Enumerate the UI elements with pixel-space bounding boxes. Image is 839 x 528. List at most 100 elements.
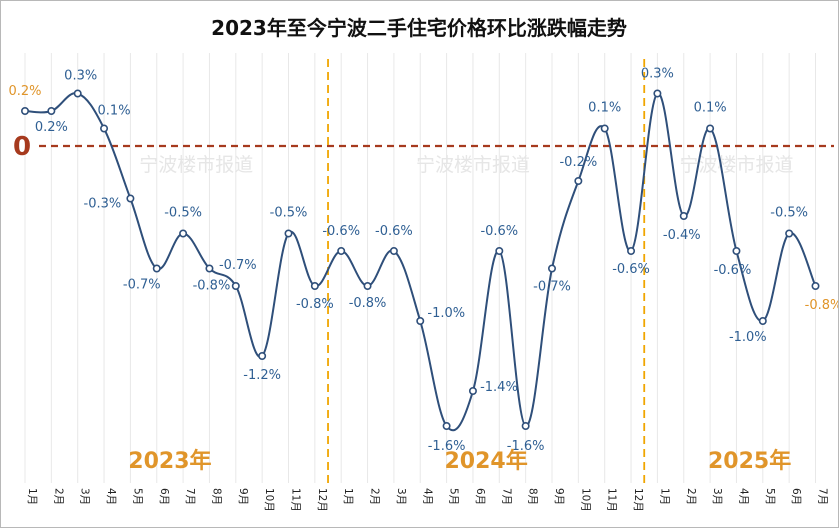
watermark-text: 宁波楼市报道 — [139, 154, 253, 176]
x-tick-label: 4月 — [421, 488, 433, 505]
x-tick-label: 1月 — [658, 488, 670, 505]
data-point — [284, 229, 293, 238]
data-label: -0.6% — [714, 263, 752, 278]
x-tick-label: 7月 — [184, 488, 196, 505]
data-label: -0.8% — [296, 297, 334, 312]
year-label: 2024年 — [445, 448, 528, 474]
x-tick-label: 7月 — [500, 488, 512, 505]
x-tick-label: 11月 — [290, 488, 302, 512]
x-tick-label: 5月 — [131, 488, 143, 505]
x-tick-label: 9月 — [237, 488, 249, 505]
x-tick-label: 3月 — [395, 488, 407, 505]
data-point — [258, 351, 267, 360]
data-label: -0.4% — [663, 228, 701, 243]
x-tick-label: 1月 — [26, 488, 38, 505]
x-tick-label: 10月 — [579, 488, 591, 512]
data-point — [126, 194, 135, 203]
data-label: -0.5% — [164, 206, 202, 221]
data-point — [521, 421, 530, 430]
x-tick-label: 5月 — [764, 488, 776, 505]
data-label: -0.8% — [805, 298, 838, 313]
x-tick-label: 7月 — [817, 488, 829, 505]
data-label: -0.2% — [559, 155, 597, 170]
data-point — [310, 281, 319, 290]
data-point — [495, 247, 504, 256]
data-label: -1.6% — [507, 439, 545, 454]
data-label: -0.7% — [123, 278, 161, 293]
data-label: 0.3% — [641, 67, 674, 82]
x-tick-label: 4月 — [105, 488, 117, 505]
data-point — [600, 124, 609, 133]
x-tick-label: 9月 — [553, 488, 565, 505]
data-label: 0.2% — [35, 120, 68, 135]
data-label: -1.4% — [480, 380, 518, 395]
data-point — [416, 316, 425, 325]
x-tick-label: 5月 — [448, 488, 460, 505]
data-label: -0.6% — [322, 224, 360, 239]
x-tick-label: 2月 — [685, 488, 697, 505]
watermark-text: 宁波楼市报道 — [416, 154, 530, 176]
x-tick-label: 8月 — [210, 488, 222, 505]
data-point — [758, 316, 767, 325]
data-label: -0.7% — [533, 280, 571, 295]
data-point — [442, 421, 451, 430]
data-label: -0.8% — [349, 296, 387, 311]
data-point — [574, 177, 583, 186]
data-point — [337, 247, 346, 256]
x-tick-label: 6月 — [474, 488, 486, 505]
data-point — [100, 124, 109, 133]
data-label: -0.5% — [770, 206, 808, 221]
data-point — [73, 89, 82, 98]
data-point — [547, 264, 556, 273]
data-point — [363, 281, 372, 290]
data-point — [732, 247, 741, 256]
data-label: -1.6% — [428, 439, 466, 454]
year-label: 2023年 — [128, 448, 211, 474]
data-point — [653, 89, 662, 98]
data-label: -0.8% — [193, 279, 231, 294]
data-point — [679, 212, 688, 221]
x-tick-label: 11月 — [606, 488, 618, 512]
data-label: -0.7% — [219, 258, 257, 273]
x-tick-label: 2月 — [52, 488, 64, 505]
x-tick-label: 3月 — [711, 488, 723, 505]
data-label: -1.0% — [427, 306, 465, 321]
data-point — [47, 107, 56, 116]
x-tick-label: 12月 — [316, 488, 328, 512]
year-label: 2025年 — [708, 448, 791, 474]
data-point — [152, 264, 161, 273]
x-tick-label: 2月 — [369, 488, 381, 505]
data-label: -0.3% — [84, 197, 122, 212]
data-point — [706, 124, 715, 133]
data-label: 0.1% — [588, 101, 621, 116]
data-label: -1.0% — [729, 330, 767, 345]
data-point — [179, 229, 188, 238]
data-label: -1.2% — [243, 368, 281, 383]
data-point — [811, 281, 820, 290]
data-point — [389, 247, 398, 256]
x-tick-label: 8月 — [527, 488, 539, 505]
data-point — [205, 264, 214, 273]
x-tick-label: 10月 — [263, 488, 275, 512]
data-point — [468, 386, 477, 395]
chart-title: 2023年至今宁波二手住宅价格环比涨跌幅走势 — [211, 16, 627, 40]
data-label: 0.1% — [694, 101, 727, 116]
x-tick-label: 3月 — [79, 488, 91, 505]
x-tick-label: 4月 — [737, 488, 749, 505]
watermark-text: 宁波楼市报道 — [679, 154, 793, 176]
data-point — [20, 107, 29, 116]
x-tick-label: 12月 — [632, 488, 644, 512]
data-point — [231, 281, 240, 290]
data-label: -0.5% — [270, 206, 308, 221]
data-label: -0.6% — [480, 224, 518, 239]
data-label: 0.2% — [8, 84, 41, 99]
data-label: -0.6% — [612, 262, 650, 277]
data-point — [627, 247, 636, 256]
data-label: 0.3% — [64, 69, 97, 84]
zero-axis-label: 0 — [13, 132, 31, 162]
data-label: -0.6% — [375, 224, 413, 239]
x-tick-label: 6月 — [158, 488, 170, 505]
data-point — [785, 229, 794, 238]
